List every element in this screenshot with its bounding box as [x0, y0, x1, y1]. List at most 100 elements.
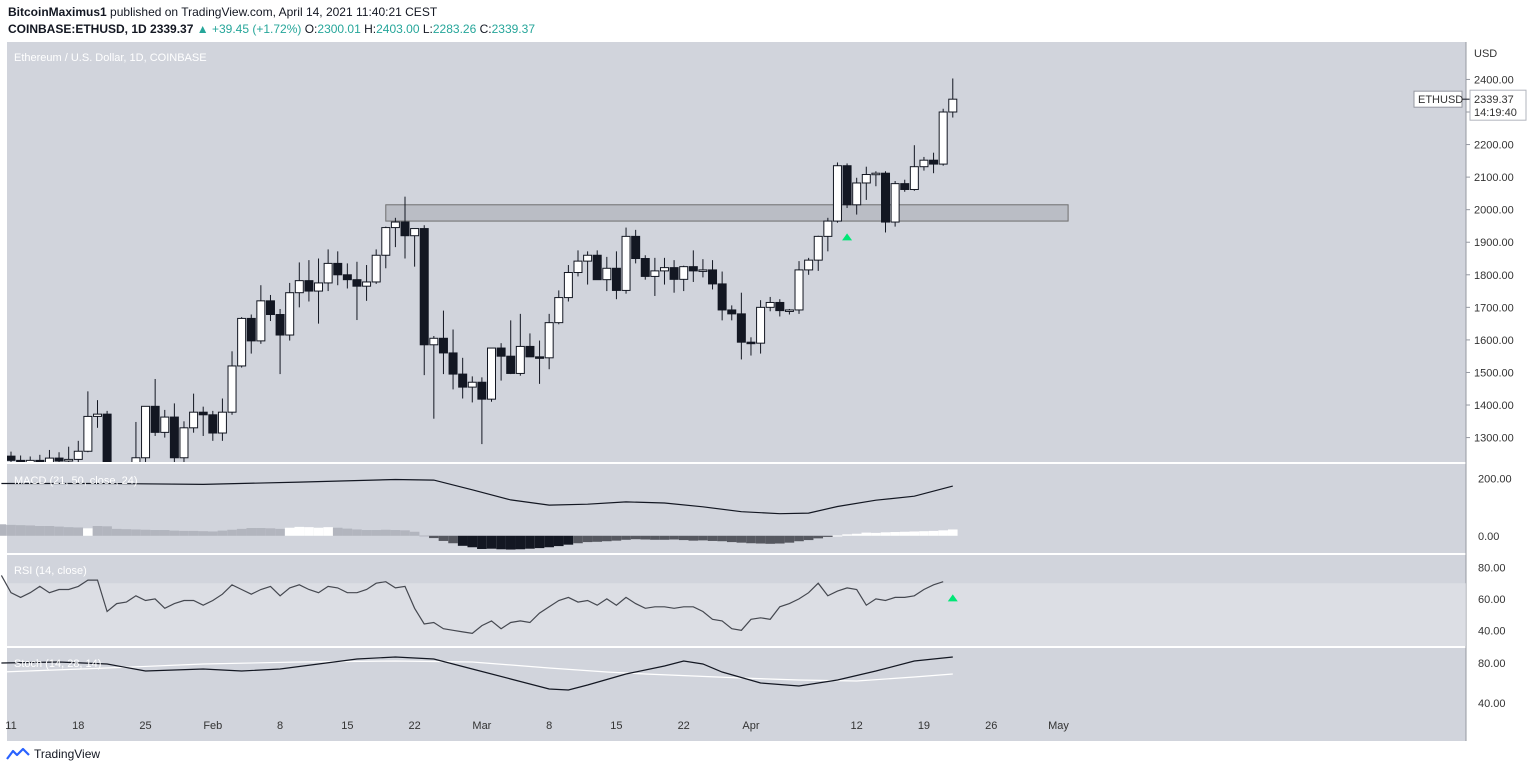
- time-tick-label: 15: [341, 720, 353, 732]
- macd-histogram-bar: [582, 535, 593, 543]
- symbol-label: COINBASE:ETHUSD, 1D: [8, 22, 147, 36]
- candle-down: [304, 280, 314, 292]
- macd-histogram-bar: [688, 535, 699, 541]
- candle-up: [256, 300, 266, 342]
- pane-background: [7, 648, 1466, 713]
- candle-up: [698, 269, 708, 272]
- candle-down: [592, 254, 602, 281]
- bullish-arrow-icon: [947, 594, 958, 602]
- macd-histogram-bar: [505, 535, 516, 550]
- macd-histogram-bar: [717, 535, 727, 542]
- candle-up: [390, 221, 400, 229]
- candle-down: [7, 455, 16, 461]
- candle-down: [265, 300, 275, 316]
- candle-down: [640, 258, 650, 277]
- macd-histogram-bar: [611, 535, 622, 541]
- candle-down: [448, 352, 458, 375]
- candle-up: [765, 301, 775, 308]
- macd-histogram-bar: [198, 531, 208, 536]
- candle-up: [467, 381, 477, 388]
- candle-up: [160, 416, 170, 433]
- macd-histogram-bar: [928, 530, 939, 536]
- macd-histogram-bar: [140, 529, 151, 536]
- ohlc-line: COINBASE:ETHUSD, 1D 2339.37 ▲ +39.45 (+1…: [8, 22, 535, 36]
- macd-tick-label: 0.00: [1478, 531, 1499, 543]
- candle-up: [362, 281, 372, 287]
- candle-up: [285, 292, 295, 336]
- candle-up: [314, 282, 324, 292]
- macd-histogram-bar: [823, 535, 833, 537]
- macd-histogram-bar: [429, 535, 439, 539]
- candle-up: [832, 165, 842, 222]
- macd-histogram-bar: [534, 535, 545, 549]
- macd-histogram-bar: [938, 530, 948, 536]
- macd-histogram-bar: [947, 529, 958, 536]
- open-value: 2300.01: [317, 22, 361, 36]
- time-tick-label: 18: [72, 720, 84, 732]
- candle-down: [169, 416, 179, 459]
- price-tick-label: 2000.00: [1474, 205, 1514, 217]
- candle-up: [487, 347, 496, 400]
- price-tick-label: 1800.00: [1474, 270, 1514, 282]
- time-tick-label: 11: [5, 720, 16, 732]
- candle-up: [948, 98, 958, 113]
- author-name[interactable]: BitcoinMaximus1: [8, 5, 107, 19]
- footer-brand[interactable]: TradingView: [6, 747, 100, 761]
- candle-down: [246, 317, 256, 342]
- macd-histogram-bar: [563, 535, 574, 545]
- macd-histogram-bar: [159, 530, 170, 536]
- macd-line: [1, 478, 953, 515]
- candle-up: [515, 345, 525, 374]
- time-tick-label: 12: [851, 720, 863, 732]
- candle-down: [333, 262, 343, 276]
- macd-histogram-bar: [102, 526, 112, 536]
- stoch-tick-label: 40.00: [1478, 698, 1506, 710]
- macd-histogram-bar: [169, 530, 180, 536]
- candle-up: [573, 260, 583, 274]
- candle-down: [842, 165, 852, 206]
- macd-histogram-bar: [515, 535, 526, 550]
- candle-up: [563, 272, 573, 299]
- macd-histogram-bar: [477, 535, 487, 549]
- macd-histogram-bar: [457, 535, 468, 546]
- price-tick-label: 2400.00: [1474, 74, 1514, 86]
- price-axis-background: [1466, 464, 1536, 553]
- macd-histogram-bar: [92, 526, 103, 536]
- rsi-tick-label: 60.00: [1478, 594, 1506, 606]
- candle-down: [900, 183, 910, 190]
- time-tick-label: 15: [610, 720, 622, 732]
- stoch-d-line: [1, 660, 953, 682]
- macd-histogram-bar: [784, 535, 795, 543]
- publish-line: BitcoinMaximus1 published on TradingView…: [8, 5, 437, 19]
- macd-histogram-bar: [467, 535, 478, 548]
- macd-histogram-bar: [496, 535, 506, 550]
- candle-up: [217, 411, 227, 434]
- macd-histogram-bar: [313, 527, 324, 536]
- macd-histogram-bar: [380, 529, 391, 536]
- candle-up: [784, 309, 794, 312]
- candle-up: [44, 457, 54, 462]
- candle-up: [919, 159, 929, 168]
- time-tick-label: 26: [985, 720, 997, 732]
- macd-histogram-bar: [294, 526, 305, 536]
- macd-histogram-bar: [544, 535, 554, 548]
- macd-histogram-bar: [419, 535, 430, 537]
- time-tick-label: 22: [408, 720, 420, 732]
- macd-histogram-bar: [35, 526, 45, 536]
- close-value: 2339.37: [491, 22, 535, 36]
- candle-down: [458, 373, 468, 388]
- candle-down: [631, 235, 641, 260]
- macd-histogram-bar: [332, 527, 343, 536]
- macd-histogram-bar: [25, 525, 36, 536]
- macd-histogram-bar: [188, 530, 199, 536]
- candle-up: [554, 297, 564, 324]
- macd-histogram-bar: [573, 535, 583, 544]
- candle-up: [823, 220, 833, 237]
- candle-down: [275, 314, 285, 336]
- candle-up: [227, 365, 237, 413]
- macd-histogram-bar: [44, 526, 55, 536]
- price-series: [7, 78, 1069, 462]
- last-price-label: 2339.37: [1474, 94, 1514, 106]
- symbol-tag-label: ETHUSD: [1418, 94, 1463, 106]
